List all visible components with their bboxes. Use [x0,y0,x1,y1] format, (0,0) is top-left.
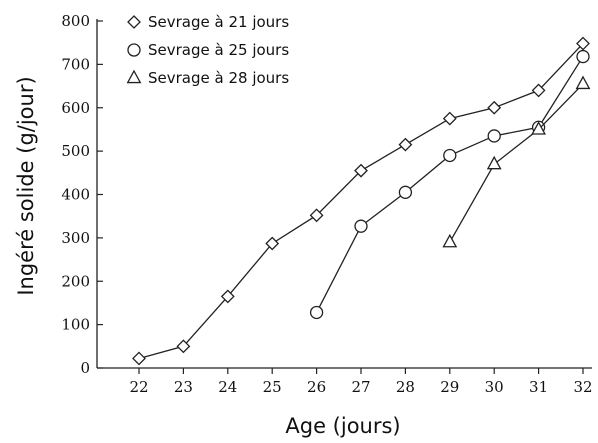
data-point-diamond [531,83,546,98]
data-point-diamond [176,339,191,354]
data-point-diamond [354,163,368,178]
series-layer [132,36,591,366]
x-tick-label: 30 [485,378,504,396]
y-axis-title: Ingéré solide (g/jour) [14,76,38,295]
x-tick-label: 25 [263,378,282,396]
y-tick-label: 700 [61,55,90,73]
x-tick-label: 31 [529,378,548,396]
data-point-circle [309,305,324,320]
data-point-diamond [265,236,280,251]
y-tick-label: 400 [61,186,90,204]
data-point-diamond [487,100,502,115]
series-circle [309,49,590,320]
data-point-diamond [576,36,590,51]
x-tick-label: 27 [351,378,370,396]
y-tick-label: 300 [61,229,90,247]
y-tick-label: 600 [61,99,90,117]
legend-marker-diamond [127,15,141,29]
data-point-triangle [575,75,591,90]
data-point-triangle [442,233,458,248]
y-axis-ticks: 0 100 200 300 400 500 600 700 800 [61,12,103,377]
x-tick-label: 26 [307,378,326,396]
y-tick-label: 800 [61,12,90,30]
y-tick-label: 100 [61,316,90,334]
data-point-diamond [309,208,324,223]
data-point-triangle [486,155,502,170]
legend-marker-triangle [126,69,142,84]
data-point-circle [576,49,590,64]
y-tick-label: 0 [80,359,90,377]
series-triangle [442,75,591,248]
x-tick-label: 22 [129,378,148,396]
legend-label: Sevrage à 25 jours [148,41,289,59]
legend-label: Sevrage à 21 jours [148,13,289,31]
x-axis-ticks: 22 23 24 25 26 27 28 29 30 31 32 [129,368,593,396]
legend-marker-circle [127,43,141,57]
data-point-diamond [132,351,146,366]
data-point-circle [354,219,368,233]
axes: 0 100 200 300 400 500 600 700 800 22 23 24 25 26 27 28… [61,12,592,396]
data-point-circle [443,148,457,163]
series-diamond [132,36,590,366]
data-point-diamond [398,137,413,152]
x-tick-label: 32 [573,378,592,396]
y-tick-label: 500 [61,142,90,160]
series-line [316,56,584,313]
data-point-circle [487,129,501,143]
x-tick-label: 29 [440,378,459,396]
legend: Sevrage à 21 jours Sevrage à 25 jours Sevr… [126,13,289,87]
data-point-circle [398,185,413,199]
data-point-diamond [220,289,235,304]
x-tick-label: 24 [218,378,237,396]
x-tick-label: 23 [174,378,193,396]
data-point-diamond [442,111,457,126]
series-line [138,43,584,360]
x-axis-title: Age (jours) [285,414,400,438]
series-line [449,83,584,243]
y-tick-label: 200 [61,272,90,290]
legend-label: Sevrage à 28 jours [148,69,289,87]
x-tick-label: 28 [396,378,415,396]
data-point-triangle [531,121,546,135]
